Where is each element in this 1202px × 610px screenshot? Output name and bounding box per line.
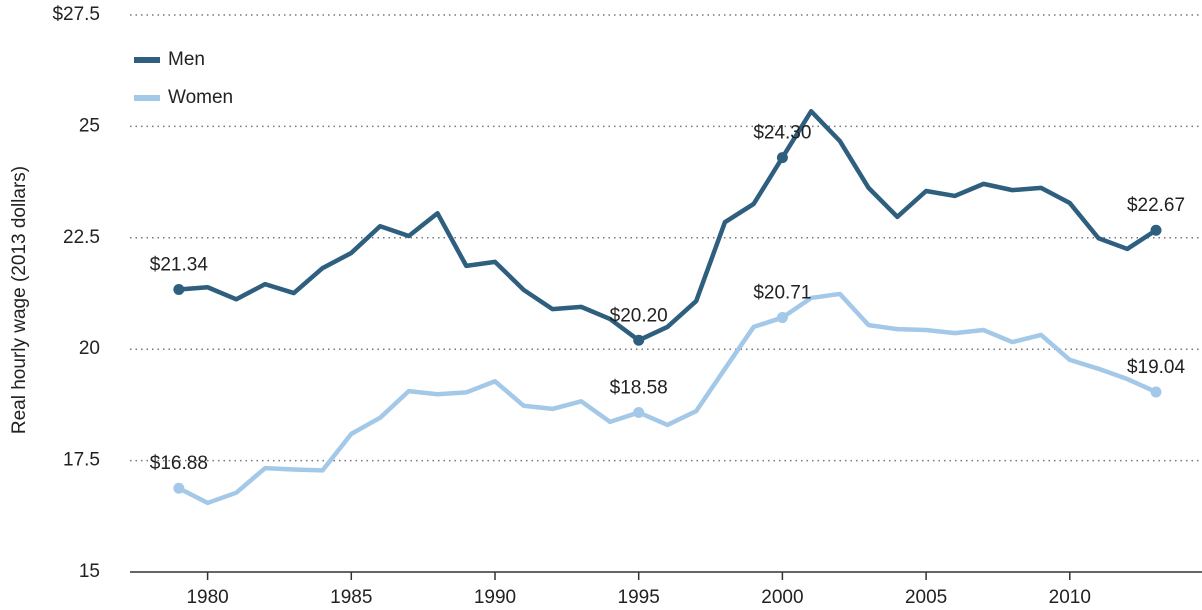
y-axis-label: Real hourly wage (2013 dollars) bbox=[9, 166, 30, 434]
data-label: $24.30 bbox=[753, 123, 811, 144]
data-point bbox=[776, 312, 788, 324]
data-label: $19.04 bbox=[1127, 357, 1186, 378]
legend-label: Men bbox=[168, 49, 205, 70]
y-tick-label: 15 bbox=[79, 561, 100, 582]
x-tick-label: 2005 bbox=[905, 587, 947, 608]
data-label: $20.71 bbox=[753, 283, 811, 304]
x-tick-label: 2010 bbox=[1049, 587, 1091, 608]
data-point bbox=[173, 283, 185, 295]
series-line bbox=[177, 291, 1157, 506]
x-tick-label: 1990 bbox=[474, 587, 516, 608]
y-tick-label: $27.5 bbox=[52, 4, 100, 25]
data-point bbox=[1150, 224, 1162, 236]
data-point bbox=[633, 334, 645, 346]
y-tick-label: 20 bbox=[79, 338, 100, 359]
data-label: $20.20 bbox=[610, 305, 668, 326]
data-point bbox=[1150, 386, 1162, 398]
y-tick-label: 22.5 bbox=[63, 227, 100, 248]
x-tick-label: 2000 bbox=[761, 587, 803, 608]
y-tick-label: 17.5 bbox=[63, 450, 100, 471]
data-point bbox=[173, 482, 185, 494]
y-tick-label: 25 bbox=[79, 115, 100, 136]
legend-label: Women bbox=[168, 87, 233, 108]
data-label: $18.58 bbox=[610, 377, 668, 398]
x-tick-label: 1980 bbox=[186, 587, 228, 608]
data-label: $21.34 bbox=[150, 255, 209, 276]
data-label: $16.88 bbox=[150, 453, 208, 474]
series-line bbox=[178, 109, 1158, 343]
x-tick-label: 1995 bbox=[618, 587, 660, 608]
data-point bbox=[776, 152, 788, 164]
data-label: $22.67 bbox=[1127, 195, 1185, 216]
data-point bbox=[633, 406, 645, 418]
x-tick-label: 1985 bbox=[330, 587, 372, 608]
